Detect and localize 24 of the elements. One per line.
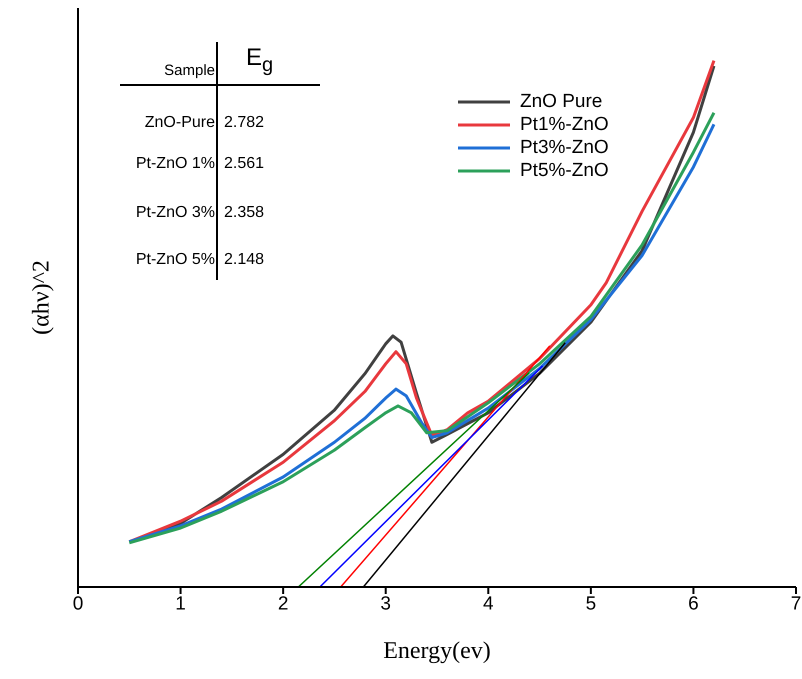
annotation: ZnO-Pure: [144, 114, 215, 131]
y-axis-title: (αhν)^2: [28, 260, 55, 335]
annotation: E$_{g}$: [246, 44, 274, 76]
x-tick-label: 5: [586, 593, 596, 614]
annotation: 2.358: [224, 204, 264, 221]
x-tick-label: 6: [688, 593, 699, 614]
annotation: 2.148: [224, 251, 264, 268]
x-tick-label: 4: [482, 593, 494, 614]
x-axis-title: Energy(ev): [383, 638, 491, 664]
x-tick-label: 2: [278, 593, 288, 614]
annotation: Pt-ZnO 3%: [136, 204, 215, 221]
annotation: 2.782: [224, 114, 264, 131]
x-tick-label: 7: [790, 593, 802, 614]
x-tick-label: 0: [72, 593, 84, 614]
x-tick-label: 1: [175, 593, 186, 614]
annotation: Pt-ZnO 1%: [136, 155, 215, 172]
annotation: Pt-ZnO 5%: [136, 251, 215, 268]
legend-label: Pt3%-ZnO: [520, 136, 609, 158]
legend-label: Pt1%-ZnO: [520, 114, 609, 136]
legend-label: ZnO Pure: [520, 90, 602, 112]
x-tick-label: 3: [380, 593, 392, 614]
legend-label: Pt5%-ZnO: [520, 160, 609, 182]
annotation: Sample: [164, 62, 215, 79]
annotation: 2.561: [224, 155, 264, 172]
